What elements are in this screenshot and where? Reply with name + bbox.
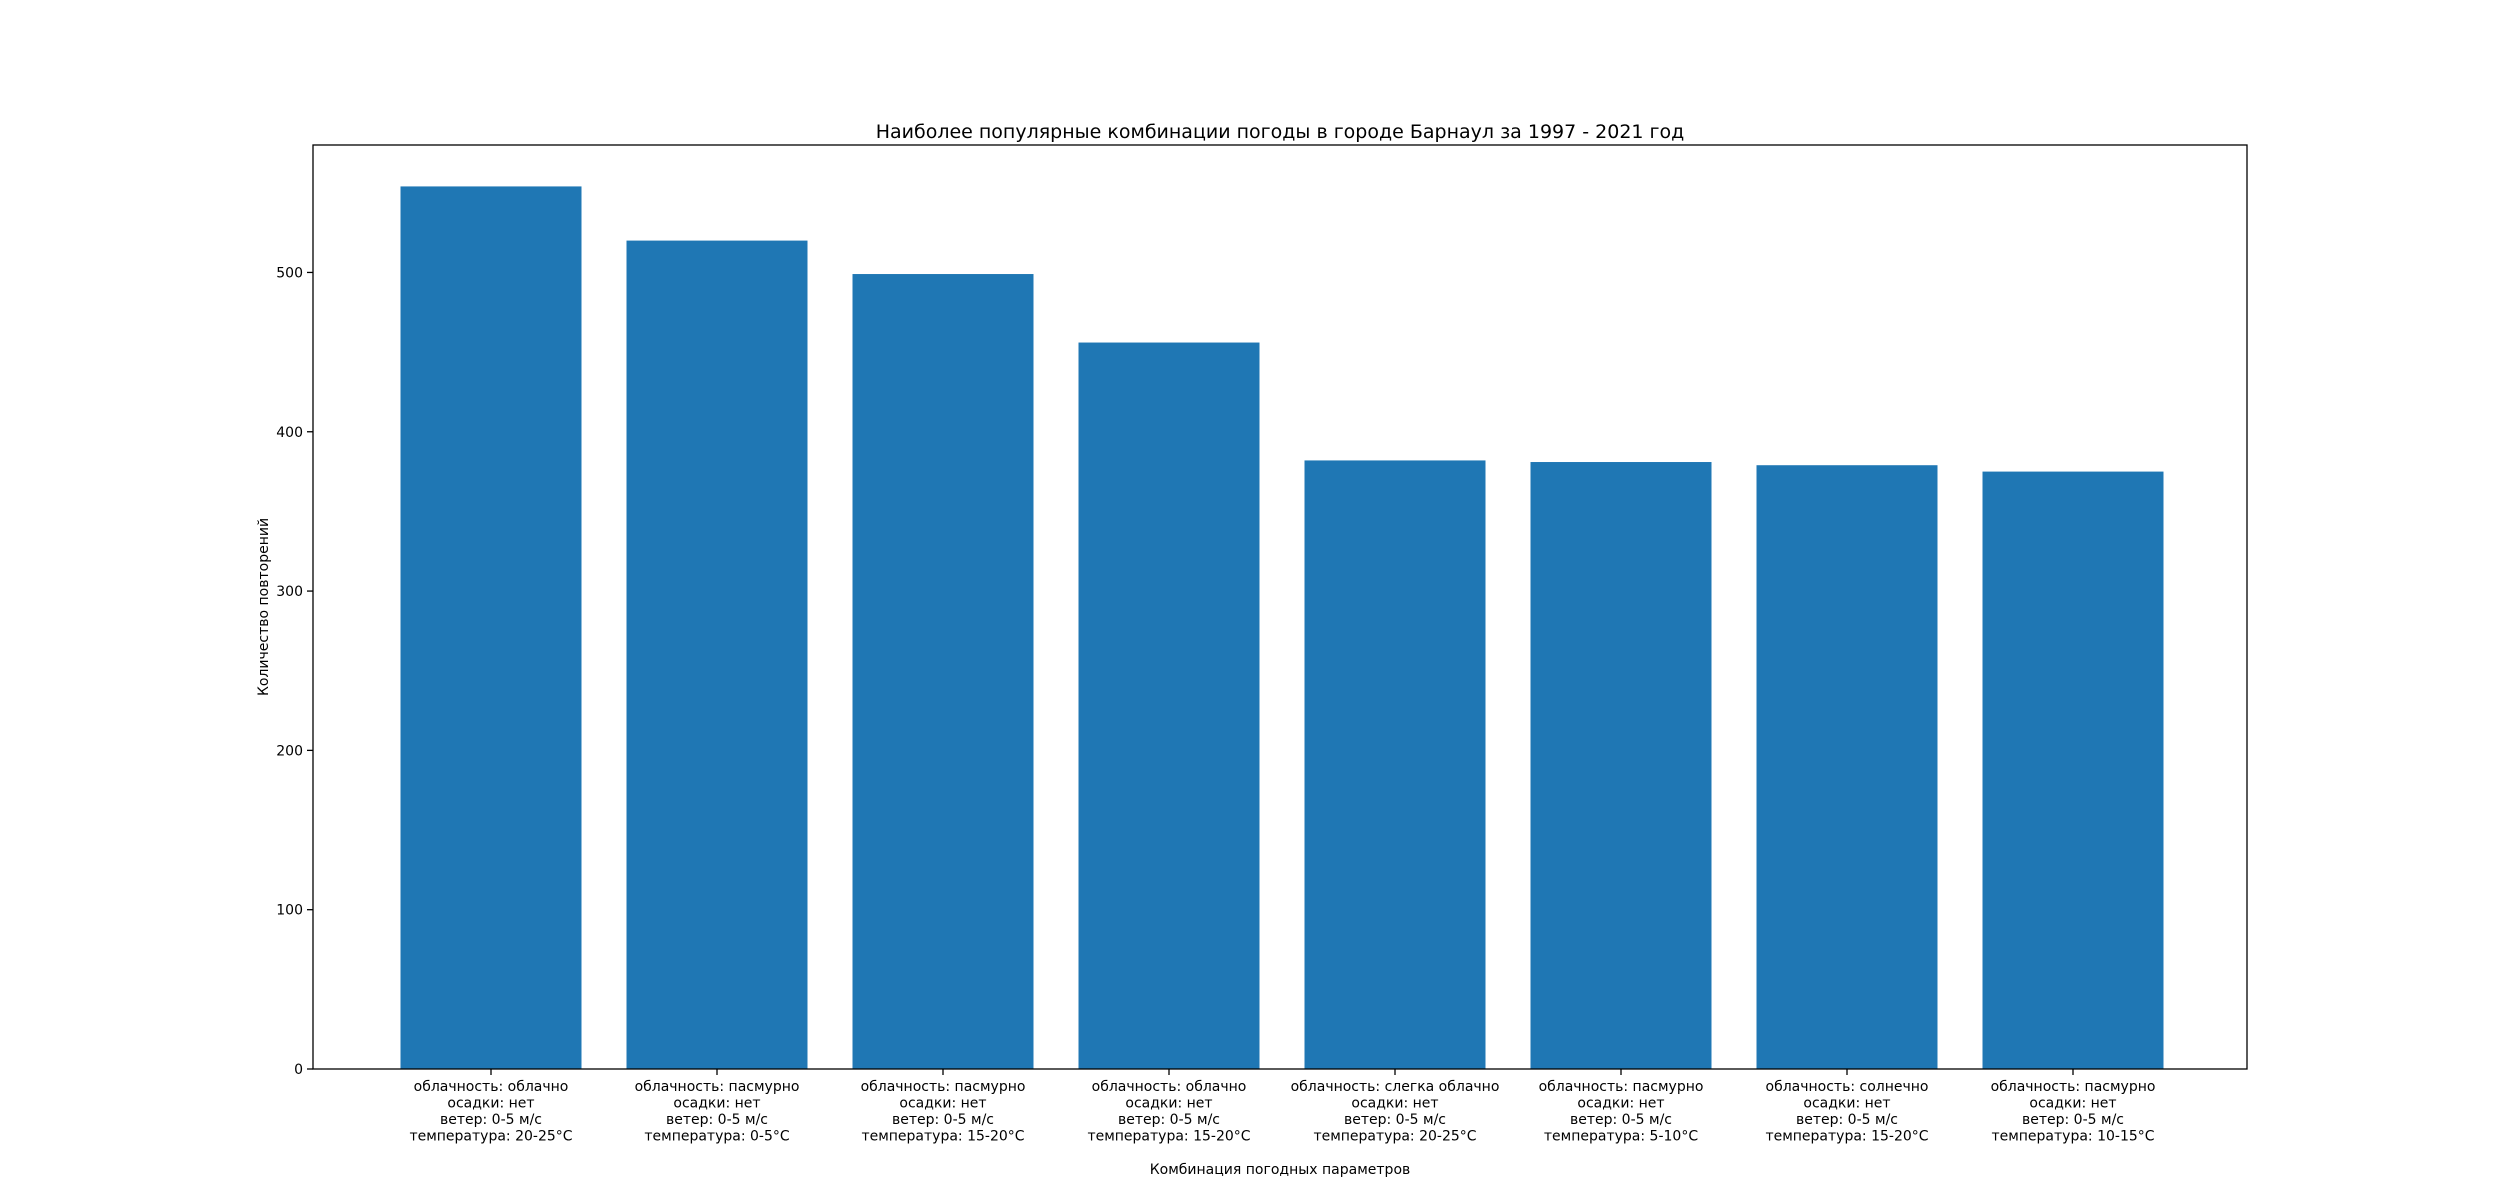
- bar: [1756, 465, 1938, 1070]
- x-tick-label: облачность: облачно осадки: нет ветер: 0-5…: [409, 1079, 572, 1145]
- x-tick-label: облачность: слегка облачно осадки: нет вет…: [1291, 1079, 1500, 1145]
- y-axis-label: Количество повторений: [256, 518, 272, 696]
- bar: [1304, 460, 1486, 1069]
- x-tick-label: облачность: солнечно осадки: нет ветер: 0-…: [1765, 1079, 1928, 1145]
- x-tick-label: облачность: пасмурно осадки: нет ветер: 0-…: [861, 1079, 1026, 1145]
- x-tick-label: облачность: пасмурно осадки: нет ветер: 0-…: [635, 1079, 800, 1145]
- x-tick-label: облачность: пасмурно осадки: нет ветер: 0-…: [1991, 1079, 2156, 1145]
- bar: [400, 186, 582, 1070]
- bar: [626, 240, 808, 1070]
- bar: [852, 274, 1034, 1069]
- x-tick-label: облачность: облачно осадки: нет ветер: 0-5…: [1087, 1079, 1250, 1145]
- bar: [1078, 342, 1260, 1069]
- y-tick-label: 200: [276, 743, 303, 759]
- bar: [1982, 471, 2164, 1070]
- y-tick-label: 0: [294, 1062, 303, 1078]
- bars-layer: [400, 186, 2164, 1070]
- bar: [1530, 462, 1712, 1069]
- x-axis-label: Комбинация погодных параметров: [1150, 1162, 1411, 1178]
- y-tick-label: 400: [276, 425, 303, 441]
- y-axis-ticks: 0 100 200 300 400 500: [276, 265, 313, 1078]
- x-tick-label: облачность: пасмурно осадки: нет ветер: 0-…: [1539, 1079, 1704, 1145]
- y-tick-label: 500: [276, 265, 303, 281]
- plot-frame: [312, 144, 2248, 1070]
- y-tick-label: 300: [276, 584, 303, 600]
- x-axis-ticks: облачность: облачно осадки: нет ветер: 0-5…: [409, 1069, 2155, 1145]
- chart-title: Наиболее популярные комбинации погоды в …: [876, 121, 1685, 143]
- y-tick-label: 100: [276, 903, 303, 919]
